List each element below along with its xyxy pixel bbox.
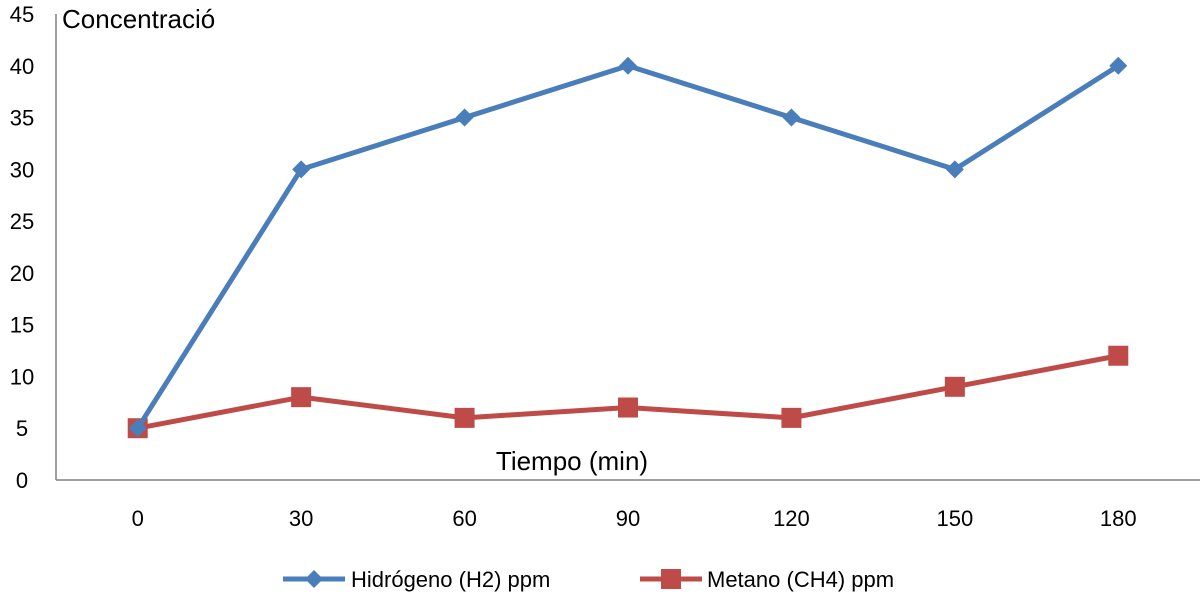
data-point [128,419,147,438]
data-point [1109,56,1128,75]
data-point [618,397,638,418]
data-point [781,407,802,428]
y-tick-label: 45 [10,2,34,27]
y-tick-label: 10 [10,364,34,389]
y-tick-labels: 0 5 10 15 20 25 30 35 40 45 [10,2,34,493]
data-point [455,108,474,127]
y-tick-label: 5 [16,416,28,441]
legend-item: Metano (CH4) ppm [640,567,894,592]
y-tick-label: 15 [10,313,34,338]
series-hidr-geno-h2-ppm [128,56,1128,438]
y-tick-label: 30 [10,157,34,182]
data-point [945,160,964,179]
legend-label: Hidrógeno (H2) ppm [351,567,550,592]
series-metano-ch4-ppm [127,345,1129,439]
data-point [454,407,475,428]
x-tick-label: 90 [616,506,640,531]
x-axis-title: Tiempo (min) [496,446,648,476]
legend-item: Hidrógeno (H2) ppm [283,567,550,592]
x-tick-labels: 0 30 60 90 120 150 180 [132,506,1137,531]
data-point [782,108,801,127]
x-tick-label: 30 [289,506,313,531]
data-point [292,160,311,179]
y-axis-title: Concentració [62,4,215,34]
legend-label: Metano (CH4) ppm [707,567,894,592]
data-point [619,56,637,75]
series-group [127,56,1129,439]
axes [55,14,1200,481]
y-tick-label: 25 [10,209,34,234]
x-tick-label: 180 [1100,506,1137,531]
legend: Hidrógeno (H2) ppm Metano (CH4) ppm [283,567,894,592]
y-tick-label: 40 [10,54,34,79]
y-tick-label: 35 [10,106,34,131]
x-tick-label: 60 [452,506,476,531]
legend-swatch-marker [661,569,681,589]
x-tick-label: 120 [773,506,810,531]
series-line [135,63,1120,430]
y-tick-label: 0 [16,468,28,493]
data-point [291,387,312,408]
data-point [1108,345,1129,366]
x-tick-label: 0 [132,506,144,531]
data-point [944,376,965,397]
y-tick-label: 20 [10,261,34,286]
legend-swatch-marker [305,570,323,588]
x-tick-label: 150 [936,506,973,531]
